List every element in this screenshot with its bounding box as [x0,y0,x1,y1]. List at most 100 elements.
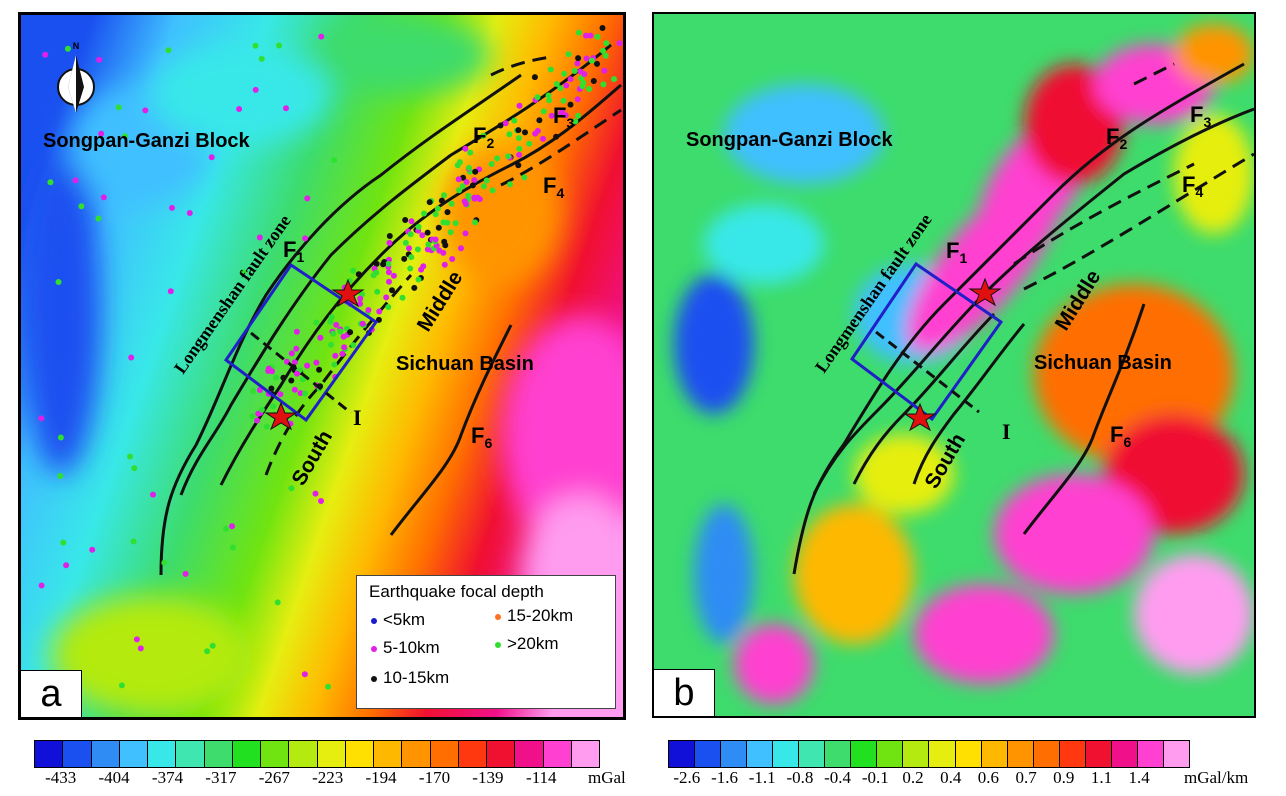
earthquake-dot [516,151,523,158]
earthquake-dot [407,265,414,272]
colorbar-tick-label: -223 [312,768,344,787]
earthquake-dot [331,361,338,368]
earthquake-dot [565,51,572,58]
earthquake-dot [186,210,193,216]
earthquake-dot [502,120,509,127]
earthquake-dot [444,209,451,216]
fault-label-f4: F4 [543,173,564,201]
colorbar-cell [119,741,148,767]
epicenter-star-north [968,277,1002,307]
earthquake-dot [506,131,513,138]
colorbar-tick-label: -139 [472,768,504,787]
colorbar-cell [515,741,544,767]
earthquake-dot [357,300,364,307]
earthquake-dot [456,187,463,194]
earthquake-dot [463,201,469,207]
earthquake-dot [386,278,392,285]
earthquake-dot [337,328,344,335]
fault-line-f6 [1022,303,1146,535]
earthquake-dot [122,133,128,140]
earthquake-dot [557,85,564,92]
earthquake-dot [333,321,340,328]
earthquake-dot [590,78,597,84]
study-area-box [849,261,1004,422]
legend-item-lt5: <5km [371,610,425,630]
colorbar-cell [487,741,516,767]
fault-lines [792,62,1254,575]
earthquake-dot [270,403,277,410]
earthquake-dot [313,359,320,366]
earthquake-dot [161,559,168,566]
earthquake-dot [546,97,553,104]
earthquake-dot [432,211,439,218]
earthquake-dot [115,104,122,111]
colorbar-cell [374,741,403,767]
earthquake-dot [57,434,64,441]
profile-line-i [250,331,352,415]
earthquake-dot [131,465,138,472]
earthquake-dot [411,284,418,291]
earthquake-dot [545,92,552,99]
earthquake-dot [299,376,306,383]
label-profile-i: I [1002,419,1011,444]
earthquake-dot [341,344,348,351]
colorbar-cell [1111,741,1138,767]
earthquake-dot [531,74,538,81]
colorbar-cell [289,741,318,767]
earthquake-dot [252,86,259,93]
colorbar-tick-label: -2.6 [673,768,701,787]
earthquake-dot [462,230,469,237]
earthquake-dot [407,231,414,238]
earthquake-dot [452,220,459,227]
earthquake-dot [60,539,67,546]
earthquake-dot [421,210,427,217]
fault-line-f6 [389,324,513,536]
colorbar-b-unit: mGal/km [1184,768,1249,787]
earthquake-dot [579,83,586,90]
legend-label-10-15: 10-15km [383,668,450,687]
north-arrow-label: N [73,41,80,51]
earthquake-dot [419,232,426,239]
colorbar-tick-label: -0.1 [861,768,889,787]
earthquake-dot [561,70,568,77]
earthquake-dot [263,423,270,430]
earthquake-dot [600,47,606,54]
earthquake-dot [483,177,490,184]
colorbar-tick-label: -317 [205,768,237,787]
earthquake-dot [534,127,541,134]
colorbar-cell [955,741,982,767]
earthquake-dot [249,413,256,420]
earthquake-dot [57,473,64,479]
colorbar-tick-label: -170 [418,768,451,787]
fault-label-f2: F2 [473,123,494,151]
legend-item-5-10: 5-10km [371,638,440,658]
earthquake-dot [304,362,311,369]
earthquake-dot [465,192,472,199]
earthquake-dot [240,269,247,276]
earthquake-dot [560,97,567,104]
earthquake-dot [489,187,496,194]
earthquake-dot [317,334,324,341]
earthquake-dot [301,671,308,678]
label-profile-i: I [353,405,362,430]
fault-label-f1: F1 [283,237,304,265]
colorbar-tick-label: 0.2 [902,768,924,787]
earthquake-dot [602,52,609,59]
fault-line-dashed-north [490,55,552,77]
colorbar-cell [458,741,487,767]
panel-b-map-canvas: Songpan-Ganzi Block Sichuan Basin Longme… [654,14,1254,716]
colorbar-cell [1059,741,1086,767]
earthquake-dot [581,71,588,78]
earthquake-dot [567,76,574,83]
earthquake-dot [548,112,555,119]
earthquake-dot [150,491,156,498]
earthquake-dot [472,168,479,175]
earthquake-dot [415,276,422,283]
colorbar-tick-label: -1.1 [748,768,776,787]
earthquake-dot [425,241,432,248]
colorbar-cell [981,741,1008,767]
earthquake-dot [95,215,102,222]
earthquake-dot [511,117,518,124]
colorbar-tick-label: -374 [151,768,184,787]
colorbar-gravity-gradient [668,740,1190,768]
